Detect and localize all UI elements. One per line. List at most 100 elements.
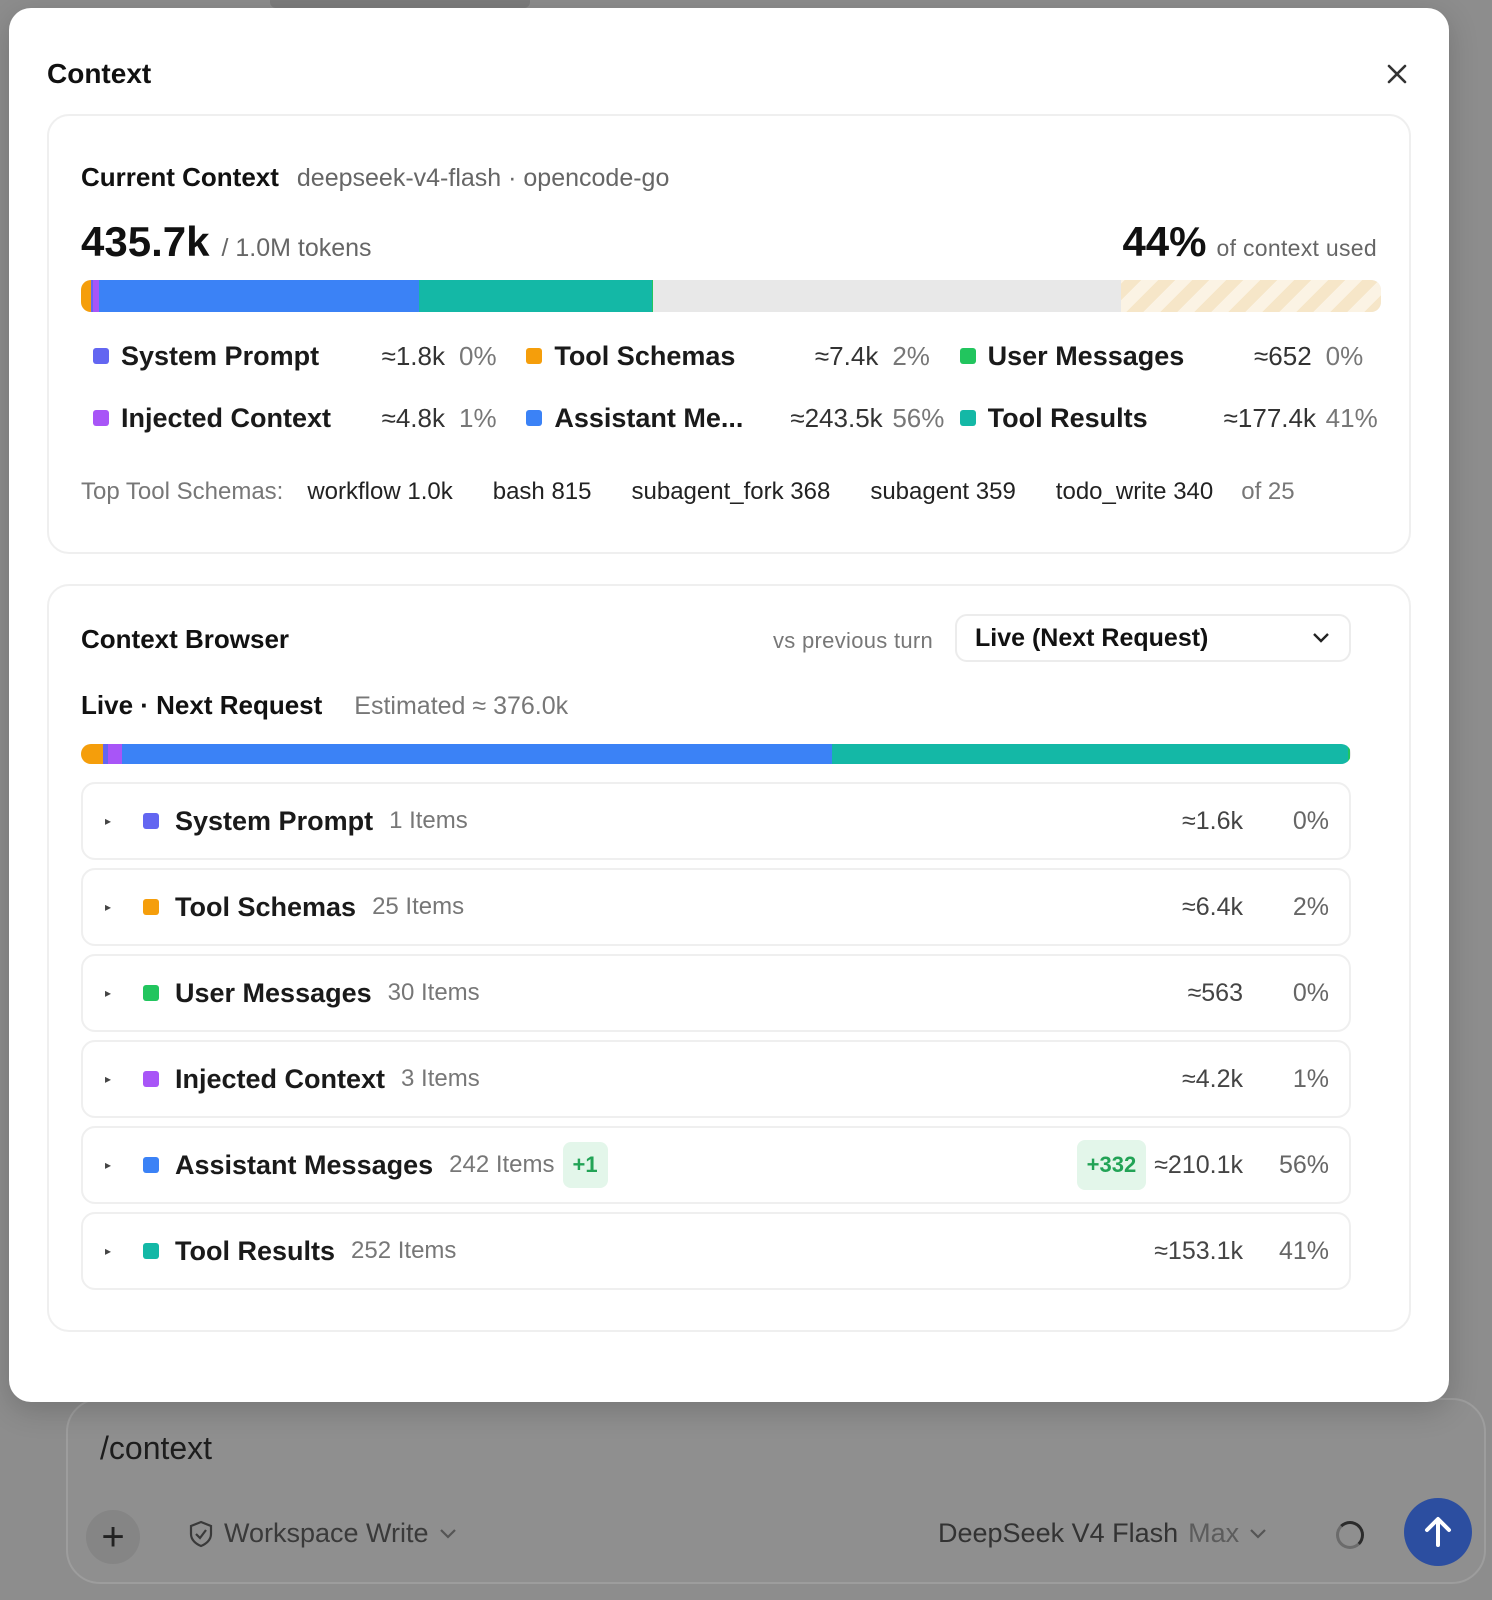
category-swatch: [143, 1243, 159, 1259]
permission-selector[interactable]: Workspace Write: [188, 1518, 457, 1549]
live-segment-tool-schemas: [81, 744, 103, 764]
top-tool-item: subagent_fork 368: [631, 478, 831, 505]
top-tool-item: workflow 1.0k: [307, 478, 453, 505]
current-context-card: Current Context deepseek-v4-flash · open…: [47, 114, 1411, 554]
context-category-row[interactable]: ▸ System Prompt 1 Items ≈1.6k 0%: [81, 782, 1351, 860]
live-usage-bar: [81, 744, 1351, 764]
model-provider-label: deepseek-v4-flash · opencode-go: [296, 164, 670, 192]
top-tool-item: bash 815: [492, 478, 592, 505]
loading-spinner-icon: [1336, 1521, 1364, 1549]
legend-value: ≈177.4k: [1223, 402, 1316, 433]
send-button[interactable]: [1404, 1498, 1472, 1566]
category-percent: 56%: [1278, 1150, 1329, 1179]
expand-triangle-icon[interactable]: ▸: [105, 814, 112, 828]
legend-item: Assistant Me... ≈243.5k 56%: [514, 400, 947, 436]
estimate-label: Estimated ≈ 376.0k: [354, 692, 569, 720]
percent-used: 44%: [1122, 218, 1207, 265]
context-browser-title: Context Browser: [81, 624, 290, 654]
category-item-count: 25 Items: [372, 893, 465, 920]
category-label: Assistant Messages 242 Items +1: [175, 1142, 608, 1188]
category-item-count: 242 Items: [449, 1151, 555, 1178]
category-value: +332 ≈210.1k: [1076, 1140, 1243, 1190]
legend-swatch: [526, 410, 543, 426]
top-tool-item: subagent 359: [870, 478, 1016, 505]
top-tool-item: todo_write 340: [1055, 478, 1214, 505]
category-tokens: ≈210.1k: [1154, 1150, 1243, 1179]
model-label: DeepSeek V4 Flash: [938, 1518, 1179, 1548]
category-tokens: ≈4.2k: [1182, 1064, 1243, 1093]
legend-value: ≈4.8k: [381, 402, 445, 433]
legend-name: System Prompt: [121, 340, 320, 371]
category-percent: 0%: [1292, 978, 1329, 1007]
background-header: [270, 0, 530, 8]
expand-triangle-icon[interactable]: ▸: [105, 900, 112, 914]
category-name: Injected Context: [175, 1063, 386, 1094]
expand-triangle-icon[interactable]: ▸: [105, 1158, 112, 1172]
context-browser-card: Context Browser vs previous turn Live (N…: [47, 584, 1411, 1332]
category-label: User Messages 30 Items: [175, 978, 480, 1009]
category-name: User Messages: [175, 977, 372, 1008]
token-delta-badge: +332: [1076, 1140, 1147, 1190]
context-category-row[interactable]: ▸ User Messages 30 Items ≈563 0%: [81, 954, 1351, 1032]
close-button[interactable]: [1381, 58, 1413, 90]
category-tokens: ≈1.6k: [1182, 806, 1243, 835]
context-modal: Context Current Context deepseek-v4-flas…: [9, 8, 1449, 1402]
category-item-count: 3 Items: [401, 1065, 480, 1092]
context-category-row[interactable]: ▸ Assistant Messages 242 Items +1 +332 ≈210.1…: [81, 1126, 1351, 1204]
context-category-list: ▸ System Prompt 1 Items ≈1.6k 0% ▸ Tool Schema…: [81, 782, 1351, 1298]
category-label: Injected Context 3 Items: [175, 1064, 480, 1095]
category-value: ≈153.1k: [1154, 1237, 1243, 1266]
category-value: ≈563: [1188, 979, 1243, 1008]
top-tools-label: Top Tool Schemas:: [81, 478, 284, 505]
live-segment-tool-results: [831, 744, 1349, 764]
category-value: ≈1.6k: [1182, 807, 1243, 836]
model-selector[interactable]: DeepSeek V4 Flash Max: [938, 1518, 1267, 1549]
category-name: System Prompt: [175, 805, 374, 836]
tokens-total: / 1.0M tokens: [221, 234, 372, 262]
add-attachment-button[interactable]: +: [86, 1510, 140, 1564]
category-percent: 2%: [1292, 892, 1329, 921]
legend-name: Injected Context: [121, 402, 332, 433]
live-segment-injected-context: [107, 744, 122, 764]
legend-item: Tool Schemas ≈7.4k 2%: [514, 338, 947, 374]
legend-percent: 0%: [459, 340, 497, 371]
legend-value: ≈243.5k: [790, 402, 883, 433]
expand-triangle-icon[interactable]: ▸: [105, 1244, 112, 1258]
live-title: Live · Next Request: [81, 690, 323, 720]
context-category-row[interactable]: ▸ Tool Schemas 25 Items ≈6.4k 2%: [81, 868, 1351, 946]
legend-item: System Prompt ≈1.8k 0%: [81, 338, 514, 374]
live-segment-user-messages: [1348, 744, 1351, 764]
legend-value: ≈652: [1254, 340, 1312, 371]
modal-title: Context: [47, 58, 152, 89]
model-variant: Max: [1188, 1518, 1240, 1548]
context-category-row[interactable]: ▸ Tool Results 252 Items ≈153.1k 41%: [81, 1212, 1351, 1290]
category-swatch: [143, 1071, 159, 1087]
category-value: ≈4.2k: [1182, 1065, 1243, 1094]
message-composer[interactable]: /context + Workspace Write DeepSeek V4 F…: [66, 1398, 1486, 1584]
expand-triangle-icon[interactable]: ▸: [105, 1072, 112, 1086]
legend-item: User Messages ≈652 0%: [948, 338, 1381, 374]
usage-segment-injected-context: [93, 280, 100, 312]
item-delta-badge: +1: [562, 1142, 608, 1188]
compare-label: vs previous turn: [773, 628, 934, 653]
usage-segment-assistant-me-: [99, 280, 420, 312]
snapshot-select-value: Live (Next Request): [975, 623, 1209, 652]
expand-triangle-icon[interactable]: ▸: [105, 986, 112, 1000]
legend-item: Injected Context ≈4.8k 1%: [81, 400, 514, 436]
legend-swatch: [959, 410, 976, 426]
arrow-up-icon: [1425, 1517, 1451, 1547]
top-tool-schemas: Top Tool Schemas: workflow 1.0k bash 815 s…: [81, 478, 1295, 506]
legend-name: Tool Results: [987, 402, 1148, 433]
category-tokens: ≈563: [1187, 978, 1243, 1007]
category-label: Tool Schemas 25 Items: [175, 892, 464, 923]
live-segment-assistant-messages: [121, 744, 832, 764]
snapshot-select[interactable]: Live (Next Request): [955, 614, 1351, 662]
context-category-row[interactable]: ▸ Injected Context 3 Items ≈4.2k 1%: [81, 1040, 1351, 1118]
composer-input[interactable]: /context: [100, 1430, 213, 1466]
context-legend: System Prompt ≈1.8k 0% Tool Schemas ≈7.4k 2% U…: [81, 338, 1381, 436]
close-icon: [1387, 64, 1407, 84]
legend-name: User Messages: [987, 340, 1185, 371]
category-name: Tool Results: [175, 1235, 336, 1266]
category-item-count: 252 Items: [351, 1237, 457, 1264]
legend-percent: 1%: [459, 402, 497, 433]
